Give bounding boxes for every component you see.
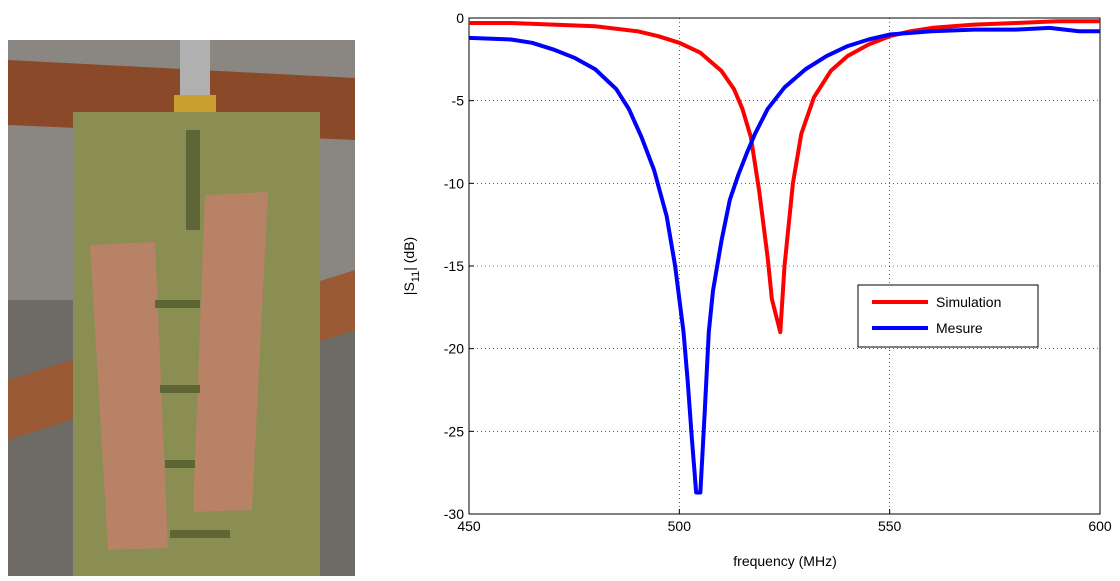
x-tick-label: 450 <box>457 518 481 534</box>
antenna-photo <box>8 40 355 576</box>
series-line <box>468 25 1100 495</box>
copper-strip <box>193 192 268 512</box>
slot <box>160 385 200 393</box>
connector <box>180 40 210 100</box>
legend-box <box>857 284 1039 348</box>
y-tick-label: 0 <box>456 10 464 26</box>
x-axis-label: frequency (MHz) <box>733 553 836 569</box>
legend-label: Mesure <box>936 320 983 336</box>
y-tick-label: -10 <box>444 175 464 191</box>
y-tick-label: -20 <box>444 341 464 357</box>
slot <box>170 530 230 538</box>
feed-line <box>186 130 200 230</box>
y-label-part: | (dB) <box>401 237 417 271</box>
y-tick-label: -5 <box>452 93 465 109</box>
y-tick-label: -15 <box>444 258 464 274</box>
y-tick-label: -30 <box>444 506 464 522</box>
slot <box>165 460 195 468</box>
x-tick-label: 500 <box>668 518 692 534</box>
x-tick-label: 600 <box>1088 518 1112 534</box>
plot-frame <box>468 17 1101 515</box>
y-label-part: |S <box>401 282 417 295</box>
slot <box>155 300 200 308</box>
y-tick-label: -25 <box>444 423 464 439</box>
y-label-subscript: 11 <box>410 271 422 282</box>
y-axis-label: |S11| (dB) <box>401 237 422 295</box>
copper-strip <box>90 242 168 550</box>
legend-label: Simulation <box>936 294 1001 310</box>
x-tick-label: 550 <box>878 518 902 534</box>
